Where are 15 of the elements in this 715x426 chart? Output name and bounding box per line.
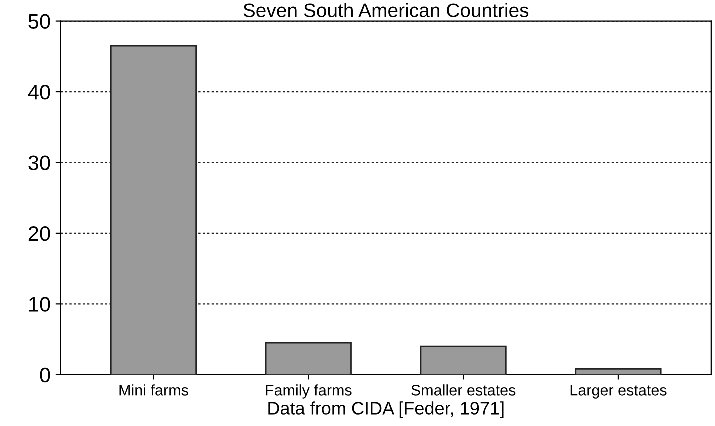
bar <box>420 346 507 375</box>
y-tick-label: 0 <box>40 368 50 383</box>
x-tick-label: Mini farms <box>120 384 188 396</box>
y-tick-label: 50 <box>28 14 50 30</box>
bar <box>575 368 662 375</box>
x-axis-title: Data from CIDA [Feder, 1971] <box>268 402 504 418</box>
chart-title: Seven South American Countries <box>244 3 529 18</box>
bar <box>265 342 352 375</box>
y-tick-label: 10 <box>29 297 50 312</box>
y-tick-label: 30 <box>28 156 50 170</box>
x-tick-label: Smaller estates <box>412 384 516 396</box>
y-tick-label: 40 <box>28 85 50 100</box>
y-tick-label: 20 <box>28 226 50 242</box>
x-tick-label: Family farms <box>266 384 352 399</box>
x-tick-label: Larger estates <box>570 385 667 399</box>
